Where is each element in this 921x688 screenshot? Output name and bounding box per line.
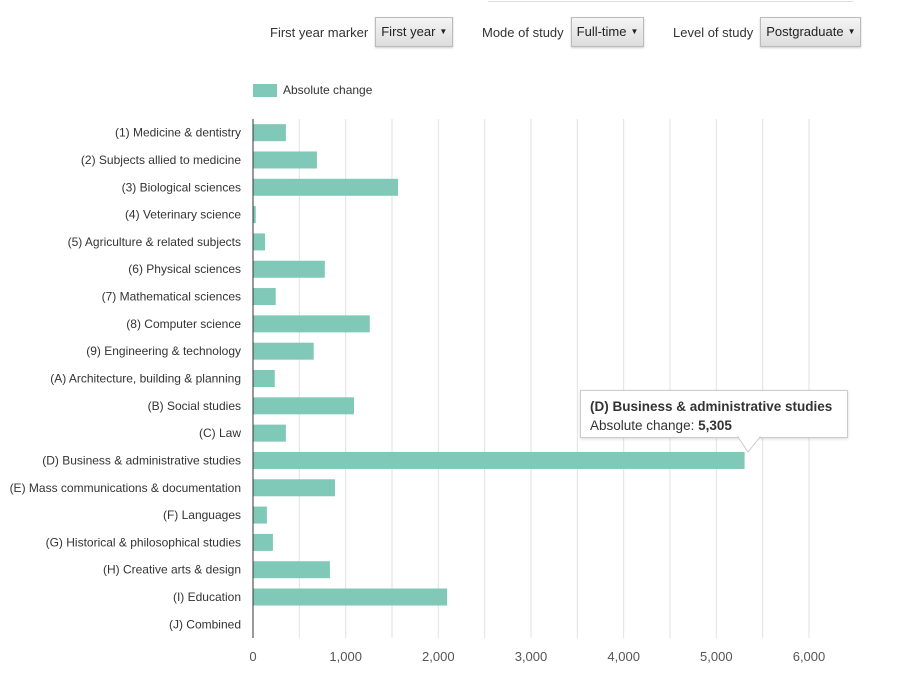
caret-down-icon: ▼ — [439, 27, 448, 36]
category-label: (H) Creative arts & design — [103, 563, 241, 577]
category-label: (7) Mathematical sciences — [102, 290, 241, 304]
x-tick-label: 2,000 — [422, 649, 455, 664]
category-label: (E) Mass communications & documentation — [10, 481, 241, 495]
mode-of-study-control: Mode of study Full-time ▼ — [482, 17, 645, 47]
tooltip-title: (D) Business & administrative studies — [590, 399, 833, 414]
bar[interactable] — [253, 506, 267, 524]
category-label: (A) Architecture, building & planning — [50, 372, 241, 386]
x-tick-label: 6,000 — [793, 649, 826, 664]
tooltip-value: 5,305 — [698, 418, 732, 433]
category-label: (1) Medicine & dentistry — [115, 126, 241, 140]
category-label: (9) Engineering & technology — [86, 344, 241, 358]
bar[interactable] — [253, 315, 370, 333]
bar[interactable] — [253, 424, 286, 442]
mode-of-study-value: Full-time — [576, 24, 627, 39]
category-label: (4) Veterinary science — [125, 208, 241, 222]
x-tick-label: 5,000 — [700, 649, 733, 664]
first-year-marker-value: First year — [381, 24, 436, 39]
category-label: (3) Biological sciences — [122, 180, 241, 194]
bar[interactable] — [253, 370, 275, 387]
first-year-marker-control: First year marker First year ▼ — [270, 17, 454, 47]
legend-swatch — [253, 83, 277, 97]
bar[interactable] — [253, 588, 448, 606]
bar[interactable] — [253, 288, 276, 306]
first-year-marker-dropdown[interactable]: First year ▼ — [375, 17, 454, 47]
bar[interactable] — [253, 124, 286, 142]
category-label: (6) Physical sciences — [128, 262, 241, 276]
mode-of-study-label: Mode of study — [482, 24, 564, 40]
mode-of-study-dropdown[interactable]: Full-time ▼ — [570, 17, 645, 47]
level-of-study-value: Postgraduate — [766, 24, 844, 39]
bar[interactable] — [253, 206, 256, 224]
level-of-study-label: Level of study — [673, 24, 754, 40]
level-of-study-dropdown[interactable]: Postgraduate ▼ — [760, 17, 862, 47]
bar[interactable] — [253, 342, 314, 360]
bar[interactable] — [253, 151, 317, 169]
bar[interactable] — [253, 561, 330, 579]
x-tick-label: 1,000 — [329, 649, 362, 664]
bar[interactable] — [253, 479, 336, 497]
category-label: (D) Business & administrative studies — [42, 453, 241, 467]
bar[interactable] — [253, 178, 399, 196]
category-label: (J) Combined — [169, 617, 241, 631]
tooltip: (D) Business & administrative studies Ab… — [580, 390, 848, 438]
bar[interactable] — [253, 397, 355, 415]
category-label: (C) Law — [199, 426, 241, 440]
bar[interactable] — [253, 533, 273, 551]
caret-down-icon: ▼ — [630, 27, 639, 36]
tooltip-label: Absolute change: — [590, 418, 699, 433]
x-tick-label: 3,000 — [515, 649, 548, 664]
legend-label: Absolute change — [283, 83, 373, 97]
category-label: (I) Education — [173, 590, 241, 604]
category-label: (2) Subjects allied to medicine — [81, 153, 241, 167]
x-tick-label: 0 — [249, 649, 256, 664]
category-label: (B) Social studies — [148, 399, 241, 413]
bar[interactable] — [253, 233, 266, 251]
bar[interactable] — [253, 451, 745, 469]
level-of-study-control: Level of study Postgraduate ▼ — [673, 17, 862, 47]
x-tick-label: 4,000 — [607, 649, 640, 664]
first-year-marker-label: First year marker — [270, 24, 369, 40]
top-divider — [488, 0, 853, 2]
caret-down-icon: ▼ — [847, 27, 856, 36]
category-label: (F) Languages — [163, 508, 241, 522]
legend-item-absolute-change[interactable]: Absolute change — [253, 83, 372, 97]
category-label: (5) Agriculture & related subjects — [68, 235, 241, 249]
category-label: (G) Historical & philosophical studies — [46, 535, 241, 549]
bar[interactable] — [253, 260, 325, 278]
category-label: (8) Computer science — [126, 317, 241, 331]
